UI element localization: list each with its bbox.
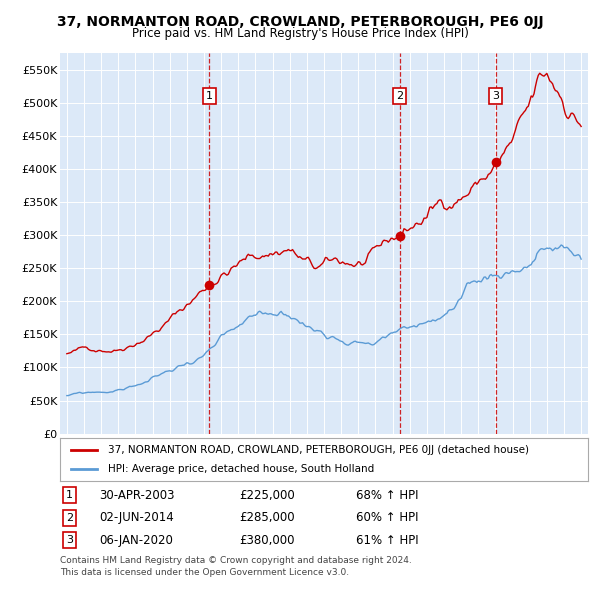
Text: 61% ↑ HPI: 61% ↑ HPI <box>356 533 418 546</box>
Text: 3: 3 <box>492 91 499 101</box>
Text: 02-JUN-2014: 02-JUN-2014 <box>100 511 175 525</box>
Text: £285,000: £285,000 <box>239 511 295 525</box>
Text: 60% ↑ HPI: 60% ↑ HPI <box>356 511 418 525</box>
Text: Price paid vs. HM Land Registry's House Price Index (HPI): Price paid vs. HM Land Registry's House … <box>131 27 469 40</box>
Text: 68% ↑ HPI: 68% ↑ HPI <box>356 489 418 502</box>
Text: 37, NORMANTON ROAD, CROWLAND, PETERBOROUGH, PE6 0JJ: 37, NORMANTON ROAD, CROWLAND, PETERBOROU… <box>56 15 544 29</box>
Text: 06-JAN-2020: 06-JAN-2020 <box>100 533 173 546</box>
Text: 2: 2 <box>396 91 403 101</box>
Text: £380,000: £380,000 <box>239 533 295 546</box>
Text: 2: 2 <box>66 513 73 523</box>
Text: 37, NORMANTON ROAD, CROWLAND, PETERBOROUGH, PE6 0JJ (detached house): 37, NORMANTON ROAD, CROWLAND, PETERBOROU… <box>107 445 529 455</box>
Text: £225,000: £225,000 <box>239 489 295 502</box>
Text: 3: 3 <box>66 535 73 545</box>
Text: This data is licensed under the Open Government Licence v3.0.: This data is licensed under the Open Gov… <box>60 568 349 576</box>
Text: 1: 1 <box>206 91 213 101</box>
Text: 1: 1 <box>66 490 73 500</box>
Text: HPI: Average price, detached house, South Holland: HPI: Average price, detached house, Sout… <box>107 464 374 474</box>
Text: Contains HM Land Registry data © Crown copyright and database right 2024.: Contains HM Land Registry data © Crown c… <box>60 556 412 565</box>
Text: 30-APR-2003: 30-APR-2003 <box>100 489 175 502</box>
